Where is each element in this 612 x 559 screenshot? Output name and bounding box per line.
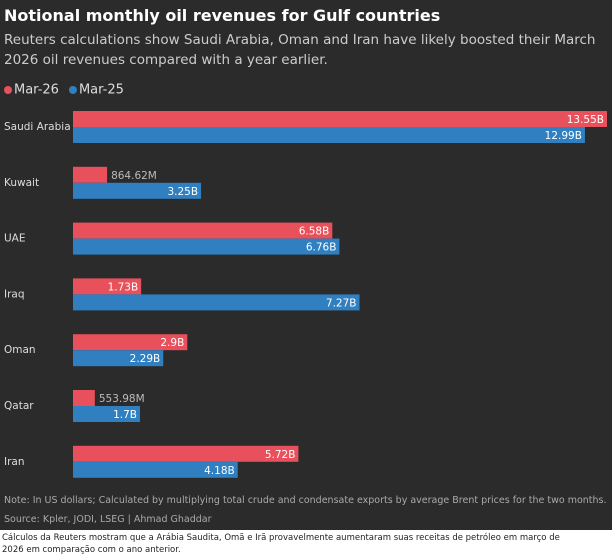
value-label: 12.99B <box>545 130 582 142</box>
value-label: 5.72B <box>265 449 296 461</box>
category-label: Oman <box>4 344 36 356</box>
chart-subtitle: Reuters calculations show Saudi Arabia, … <box>4 32 596 68</box>
category-label: UAE <box>4 233 26 245</box>
value-label: 1.73B <box>108 281 139 293</box>
legend-swatch <box>68 86 77 94</box>
bar <box>73 111 607 127</box>
category-label: Iran <box>4 456 25 468</box>
value-label: 553.98M <box>99 393 145 405</box>
chart-title: Notional monthly oil revenues for Gulf c… <box>4 6 441 25</box>
value-label: 864.62M <box>111 170 157 182</box>
bar <box>73 406 140 422</box>
value-label: 6.58B <box>299 226 330 238</box>
category-label: Kuwait <box>4 177 39 189</box>
bar <box>73 390 95 406</box>
source: Source: Kpler, JODI, LSEG | Ahmad Ghadda… <box>4 514 212 525</box>
value-label: 3.25B <box>167 186 198 198</box>
legend-swatch <box>4 86 12 94</box>
bar <box>73 127 585 143</box>
category-label: Iraq <box>4 288 25 300</box>
bar <box>73 182 202 199</box>
value-label: 1.7B <box>113 409 137 421</box>
note: Note: In US dollars; Calculated by multi… <box>4 495 607 506</box>
value-label: 2.9B <box>160 337 184 349</box>
value-label: 6.76B <box>306 242 337 254</box>
bar <box>73 350 164 367</box>
legend-label: Mar-25 <box>79 83 124 98</box>
bar <box>73 166 108 183</box>
bar <box>73 238 340 255</box>
legend-label: Mar-26 <box>14 83 59 98</box>
category-label: Saudi Arabia <box>4 121 71 133</box>
bar <box>73 461 238 478</box>
value-label: 13.55B <box>567 114 604 126</box>
value-label: 2.29B <box>130 353 161 365</box>
bar <box>73 445 299 462</box>
bar <box>73 294 360 311</box>
bar <box>73 278 142 295</box>
category-label: Qatar <box>4 400 34 412</box>
bar <box>73 334 188 351</box>
chart-panel <box>0 0 612 530</box>
caption: Cálculos da Reuters mostram que a Arábia… <box>2 533 560 555</box>
bar <box>73 222 333 239</box>
value-label: 7.27B <box>326 297 357 309</box>
chart: Mar-26 Mar-25 Saudi Arabia 13.55B 12.99B Kuwa… <box>4 83 607 478</box>
value-label: 4.18B <box>204 465 235 477</box>
